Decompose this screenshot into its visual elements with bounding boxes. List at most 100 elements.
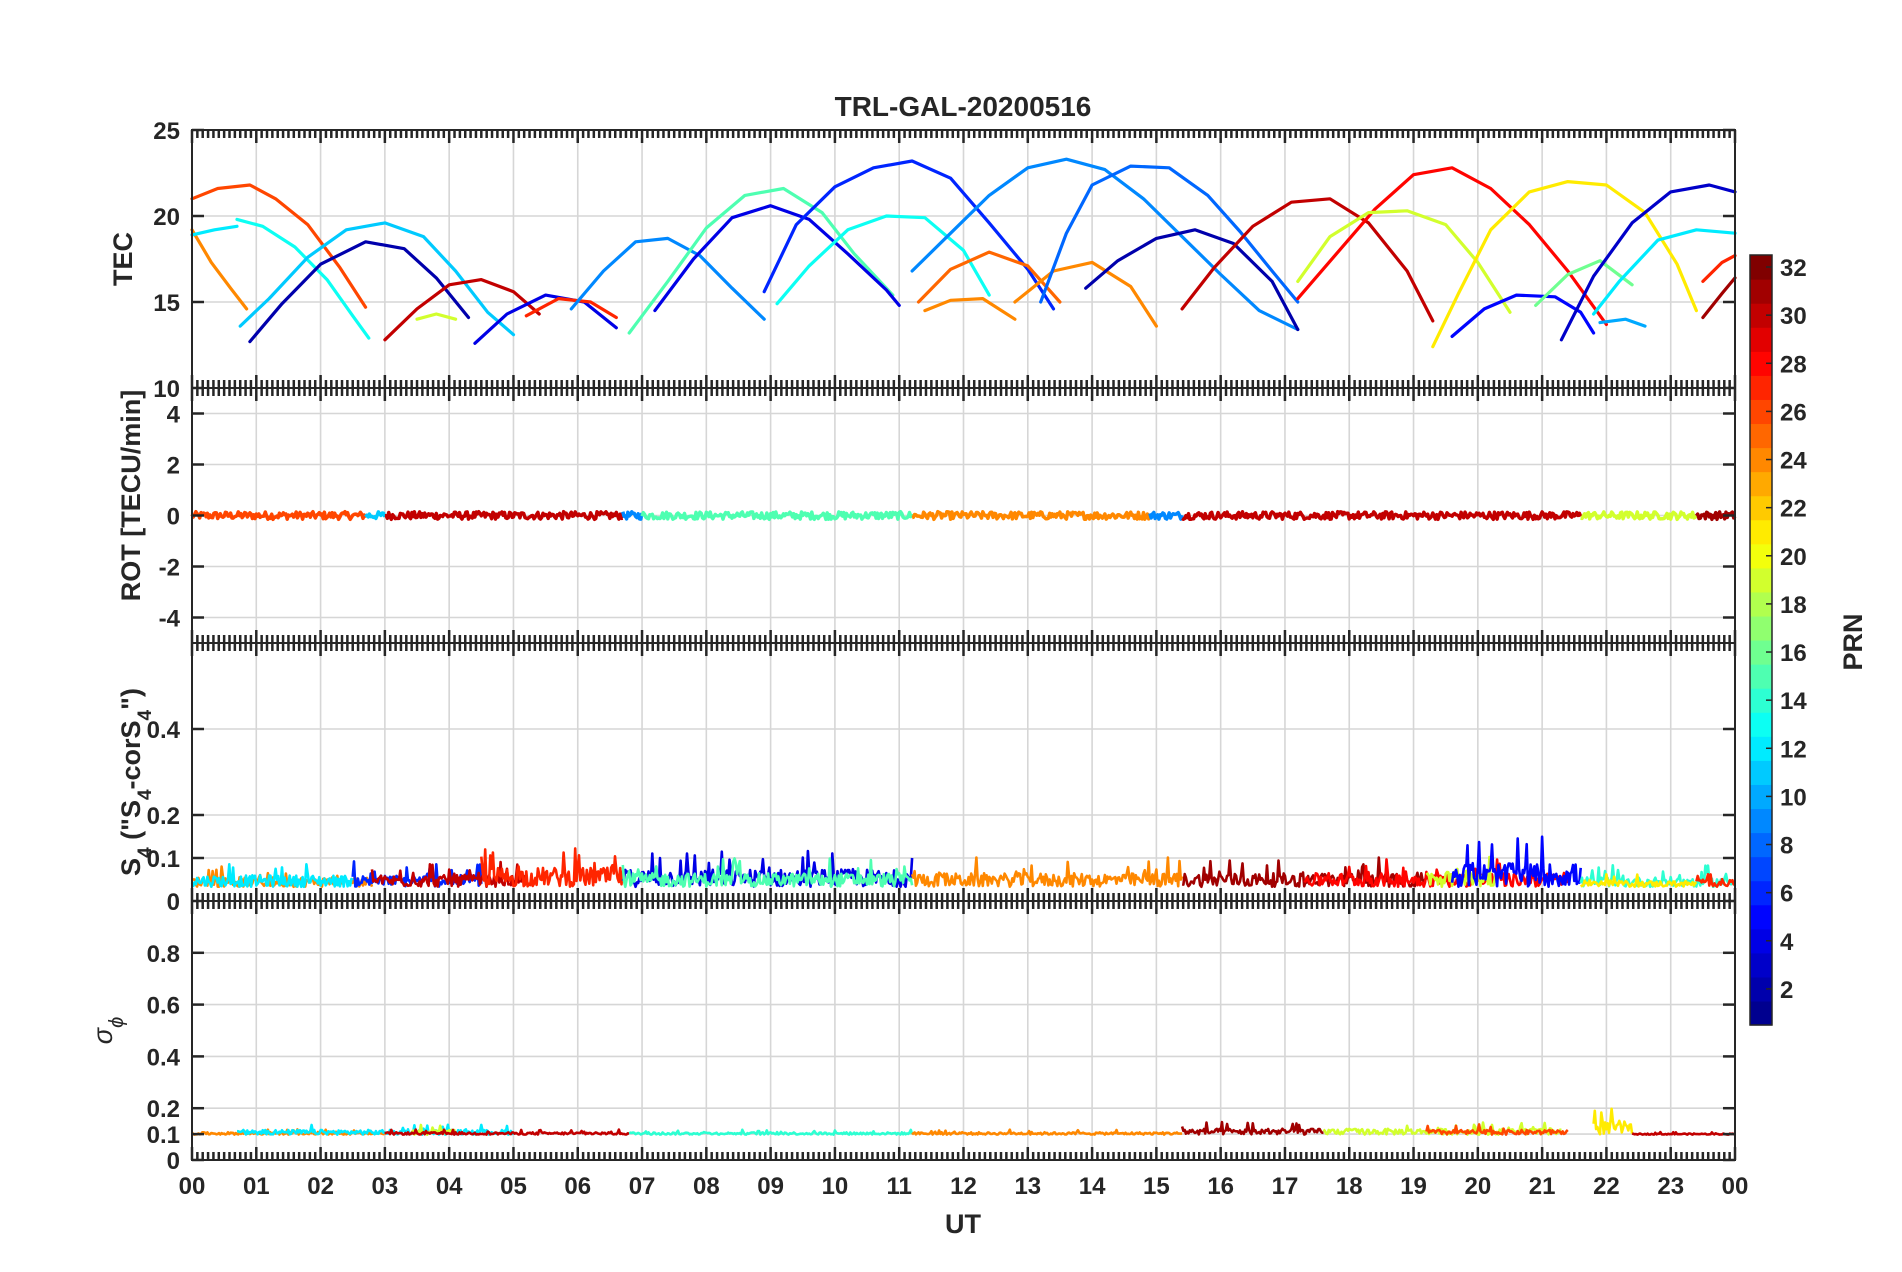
colorbar-swatch bbox=[1750, 327, 1772, 352]
colorbar-swatch bbox=[1750, 423, 1772, 449]
series-line-prn-27 bbox=[1701, 254, 1737, 283]
y-tick-label: 0.1 bbox=[147, 846, 180, 873]
series-line-prn-5 bbox=[1450, 835, 1582, 889]
colorbar-swatch bbox=[1750, 640, 1772, 665]
y-tick-label: 4 bbox=[167, 402, 181, 429]
colorbar-tick-label: 2 bbox=[1780, 977, 1793, 1004]
y-tick-label: 0.6 bbox=[147, 993, 180, 1020]
x-tick-label: 05 bbox=[500, 1173, 527, 1200]
sigma_phi-ticks bbox=[190, 901, 1737, 1162]
series-line-prn-30 bbox=[370, 860, 527, 889]
sigma_phi-data bbox=[190, 1107, 1736, 1136]
series-line-prn-14 bbox=[628, 1128, 914, 1136]
colorbar-swatch bbox=[1750, 760, 1772, 785]
series-line-prn-30 bbox=[384, 1128, 630, 1136]
x-tick-label: 21 bbox=[1529, 1173, 1556, 1200]
series-line-prn-30 bbox=[1180, 197, 1435, 323]
series-line-prn-24 bbox=[1013, 260, 1159, 328]
series-line-prn-12 bbox=[190, 862, 354, 889]
series-line-prn-11 bbox=[364, 510, 387, 521]
x-tick-label: 17 bbox=[1272, 1173, 1299, 1200]
series-line-prn-12 bbox=[190, 224, 239, 237]
colorbar-swatch bbox=[1750, 856, 1772, 882]
colorbar-tick-label: 32 bbox=[1780, 255, 1807, 282]
series-line-prn-15 bbox=[627, 186, 895, 335]
series-line-prn-19 bbox=[409, 1123, 457, 1136]
x-axis-label: UT bbox=[945, 1209, 981, 1239]
x-tick-label: 11 bbox=[887, 1173, 912, 1200]
x-tick-label: 09 bbox=[757, 1173, 784, 1200]
series-line-prn-28 bbox=[1303, 858, 1570, 889]
series-line-prn-24 bbox=[911, 1128, 1183, 1136]
colorbar-tick-label: 6 bbox=[1780, 881, 1793, 908]
series-line-prn-16 bbox=[1534, 259, 1634, 307]
series-line-prn-9 bbox=[1148, 510, 1184, 521]
series-line-prn-8 bbox=[1039, 164, 1300, 304]
series-line-prn-9 bbox=[569, 236, 766, 321]
figure-title: TRL-GAL-20200516 bbox=[835, 91, 1092, 122]
x-tick-label: 15 bbox=[1143, 1173, 1170, 1200]
series-line-prn-2 bbox=[1084, 228, 1300, 332]
x-tick-label: 03 bbox=[372, 1173, 399, 1200]
tec-data bbox=[190, 157, 1737, 349]
tec-y-label: TEC bbox=[108, 232, 138, 286]
x-tick-label: 23 bbox=[1657, 1173, 1684, 1200]
colorbar-swatch bbox=[1750, 615, 1772, 641]
series-line-prn-13 bbox=[235, 217, 371, 340]
series-line-prn-12 bbox=[1591, 228, 1737, 316]
colorbar-swatch bbox=[1750, 255, 1772, 280]
x-tick-label: 01 bbox=[243, 1173, 270, 1200]
colorbar-tick-label: 18 bbox=[1780, 592, 1807, 619]
y-tick-label: 0.2 bbox=[147, 803, 180, 830]
colorbar-tick-label: 10 bbox=[1780, 784, 1807, 811]
s4-y-label: S4 ("S4-corS4") bbox=[116, 688, 156, 876]
colorbar-swatch bbox=[1750, 303, 1772, 328]
series-line-prn-19 bbox=[1296, 209, 1512, 314]
x-tick-label: 06 bbox=[564, 1173, 591, 1200]
x-tick-label: 14 bbox=[1079, 1173, 1106, 1200]
colorbar-tick-label: 26 bbox=[1780, 399, 1807, 426]
series-line-prn-30 bbox=[1631, 1130, 1736, 1136]
series-line-prn-25 bbox=[916, 250, 1062, 304]
y-tick-label: 2 bbox=[167, 453, 180, 480]
tec-panel: 10 15 20 25 bbox=[153, 118, 1737, 403]
colorbar-tick-label: 16 bbox=[1780, 640, 1807, 667]
series-line-prn-3 bbox=[1559, 183, 1737, 342]
y-tick-label: 0.8 bbox=[147, 941, 180, 968]
colorbar-swatch bbox=[1750, 784, 1772, 810]
x-tick-label: 16 bbox=[1207, 1173, 1234, 1200]
y-tick-label: 0.2 bbox=[147, 1096, 180, 1123]
colorbar-tick-label: 12 bbox=[1780, 736, 1807, 763]
colorbar-tick-label: 30 bbox=[1780, 303, 1807, 330]
colorbar-swatch bbox=[1750, 880, 1772, 906]
y-tick-label: 0.4 bbox=[147, 717, 181, 744]
colorbar-tick-label: 8 bbox=[1780, 833, 1793, 860]
series-line-prn-21 bbox=[1431, 180, 1699, 349]
series-line-prn-24 bbox=[923, 297, 1017, 321]
y-tick-label: -4 bbox=[159, 606, 181, 633]
colorbar-swatch bbox=[1750, 591, 1772, 617]
colorbar-swatch bbox=[1750, 543, 1772, 569]
colorbar-label: PRN bbox=[1838, 613, 1868, 670]
series-line-prn-26 bbox=[1425, 1123, 1569, 1136]
series-line-prn-4 bbox=[653, 204, 901, 313]
x-tick-label: 00 bbox=[1722, 1173, 1749, 1200]
y-tick-label: 10 bbox=[153, 376, 180, 403]
x-tick-label: 20 bbox=[1464, 1173, 1491, 1200]
x-tick-label: 12 bbox=[950, 1173, 977, 1200]
series-line-prn-10 bbox=[1598, 317, 1647, 328]
x-tick-label: 13 bbox=[1014, 1173, 1041, 1200]
colorbar-swatch bbox=[1750, 736, 1772, 761]
x-tick-label: 02 bbox=[307, 1173, 334, 1200]
colorbar-swatch bbox=[1750, 904, 1772, 930]
panels: 10152025-4-202400.10.20.400.10.20.40.60.… bbox=[88, 118, 1748, 1200]
series-line-prn-24 bbox=[190, 228, 249, 311]
colorbar-swatch bbox=[1750, 976, 1772, 1002]
x-tick-label: 10 bbox=[822, 1173, 849, 1200]
x-tick-label: 22 bbox=[1593, 1173, 1620, 1200]
colorbar-tick-label: 14 bbox=[1780, 688, 1807, 715]
series-line-prn-21 bbox=[1579, 872, 1698, 889]
rot-data bbox=[190, 509, 1737, 522]
colorbar-swatch bbox=[1750, 952, 1772, 978]
